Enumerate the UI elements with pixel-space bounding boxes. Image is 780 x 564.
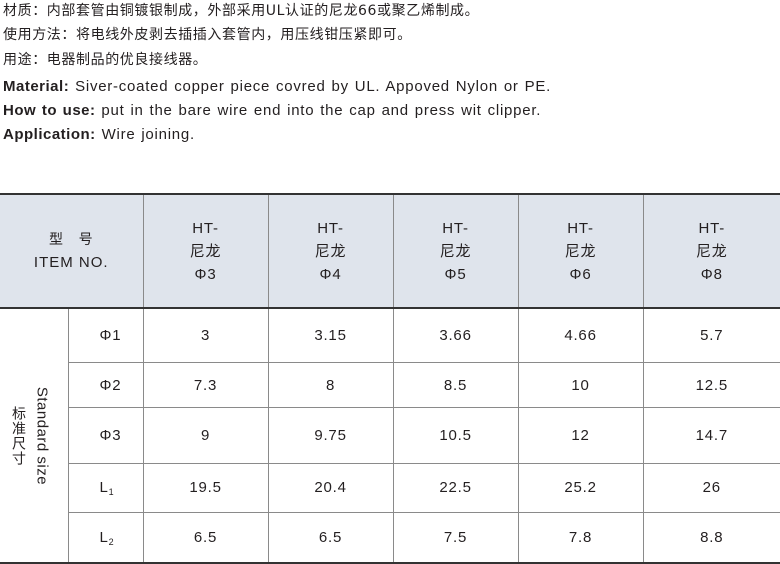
text: Standard size <box>33 386 51 485</box>
label: How to use: <box>3 102 96 119</box>
row-label: Φ3 <box>68 407 144 464</box>
spec-table: 型 号 ITEM NO. HT- 尼龙 Φ3 HT- 尼龙 Φ4 HT- 尼龙 Φ5 HT-… <box>0 193 780 564</box>
text: 2 <box>108 536 115 547</box>
text: HT- <box>567 219 594 237</box>
standard-size-label: Standard size 标准尺寸 <box>0 307 69 564</box>
table-row: L2 6.5 6.5 7.5 7.8 8.8 <box>0 512 780 564</box>
cell: 10 <box>517 361 644 409</box>
text: 1 <box>108 486 115 497</box>
text: Φ1 <box>99 326 122 344</box>
cell: 8.8 <box>642 512 780 564</box>
table-header-row: 型 号 ITEM NO. HT- 尼龙 Φ3 HT- 尼龙 Φ4 HT- 尼龙 Φ5 HT-… <box>0 193 780 309</box>
row-label: L1 <box>68 462 144 514</box>
text: 尼龙 <box>189 242 222 260</box>
cell: 22.5 <box>392 462 519 514</box>
text: HT- <box>442 219 469 237</box>
cell: 20.4 <box>267 462 394 514</box>
text: Φ5 <box>444 265 467 283</box>
cell: 7.5 <box>392 512 519 564</box>
cell: 9.75 <box>267 407 394 464</box>
text: Φ2 <box>99 376 122 394</box>
cell: 7.8 <box>517 512 644 564</box>
material-cn: 材质：内部套管由铜镀银制成，外部采用UL认证的尼龙66或聚乙烯制成。 <box>3 3 480 19</box>
application-en: Application: Wire joining. <box>3 126 195 143</box>
text: Φ6 <box>569 265 592 283</box>
text: Φ8 <box>700 265 723 283</box>
cell: 8.5 <box>392 361 519 409</box>
column-header: HT- 尼龙 Φ3 <box>142 193 269 309</box>
material-en: Material: Siver-coated copper piece covr… <box>3 78 551 95</box>
label: Material: <box>3 78 70 95</box>
text: 型 号 ITEM NO. HT- 尼龙 Φ3 HT- 尼龙 Φ4 HT- 尼龙 Φ5 HT-… <box>0 193 780 564</box>
text: 尼龙 <box>564 242 597 260</box>
cell: 12 <box>517 407 644 464</box>
cell: 3 <box>142 307 269 363</box>
text: 尼龙 <box>439 242 472 260</box>
item-no-header: 型 号 ITEM NO. <box>0 193 144 309</box>
row-label: Φ1 <box>67 307 144 363</box>
table-row: Φ2 7.3 8 8.5 10 12.5 <box>0 361 780 409</box>
usage-cn: 使用方法：将电线外皮剥去插插入套管内，用压线钳压紧即可。 <box>3 27 412 43</box>
cell: 6.5 <box>142 512 269 564</box>
how-to-use-en: How to use: put in the bare wire end int… <box>3 102 541 119</box>
text: 尼龙 <box>695 242 728 260</box>
application-cn: 用途：电器制品的优良接线器。 <box>3 52 208 68</box>
cell: 7.3 <box>142 361 269 409</box>
text: Φ4 <box>319 265 342 283</box>
text: L <box>99 528 109 546</box>
item-no-cn: 型 号 <box>49 231 94 247</box>
item-no-en: ITEM NO. <box>33 254 109 271</box>
text: Wire joining. <box>101 126 195 143</box>
cell: 3.15 <box>267 307 394 363</box>
cell: 3.66 <box>392 307 519 363</box>
text: HT- <box>698 219 726 237</box>
cell: 14.7 <box>642 407 780 464</box>
text: Φ3 <box>194 265 217 283</box>
cell: 10.5 <box>392 407 519 464</box>
text: Standard size 标准尺寸 <box>0 309 68 562</box>
column-header: HT- 尼龙 Φ4 <box>267 193 394 309</box>
text: HT- <box>192 219 219 237</box>
label: Application: <box>3 126 96 143</box>
cell: 25.2 <box>517 462 644 514</box>
text: L <box>99 478 109 496</box>
table-row: L1 19.5 20.4 22.5 25.2 26 <box>0 462 780 514</box>
row-label: L2 <box>68 512 144 564</box>
text: 标准尺寸 <box>10 405 26 466</box>
cell: 8 <box>267 361 394 409</box>
text: HT- <box>317 219 344 237</box>
column-header: HT- 尼龙 Φ8 <box>642 193 780 309</box>
cell: 5.7 <box>642 307 780 363</box>
cell: 9 <box>142 407 269 464</box>
text: 尼龙 <box>314 242 347 260</box>
row-label: Φ2 <box>68 361 144 409</box>
cell: 19.5 <box>142 462 269 514</box>
table-row: Φ3 9 9.75 10.5 12 14.7 <box>0 407 780 464</box>
text: Φ3 <box>99 426 122 444</box>
cell: 26 <box>642 462 780 514</box>
text: Siver-coated copper piece covred by UL. … <box>75 78 552 95</box>
column-header: HT- 尼龙 Φ5 <box>392 193 519 309</box>
cell: 4.66 <box>517 307 644 363</box>
table-row: Standard size 标准尺寸 Φ1 3 3.15 3.66 4.66 5.7 <box>0 307 780 564</box>
column-header: HT- 尼龙 Φ6 <box>517 193 644 309</box>
cell: 6.5 <box>267 512 394 564</box>
text: put in the bare wire end into the cap an… <box>101 102 542 119</box>
cell: 12.5 <box>642 361 780 409</box>
